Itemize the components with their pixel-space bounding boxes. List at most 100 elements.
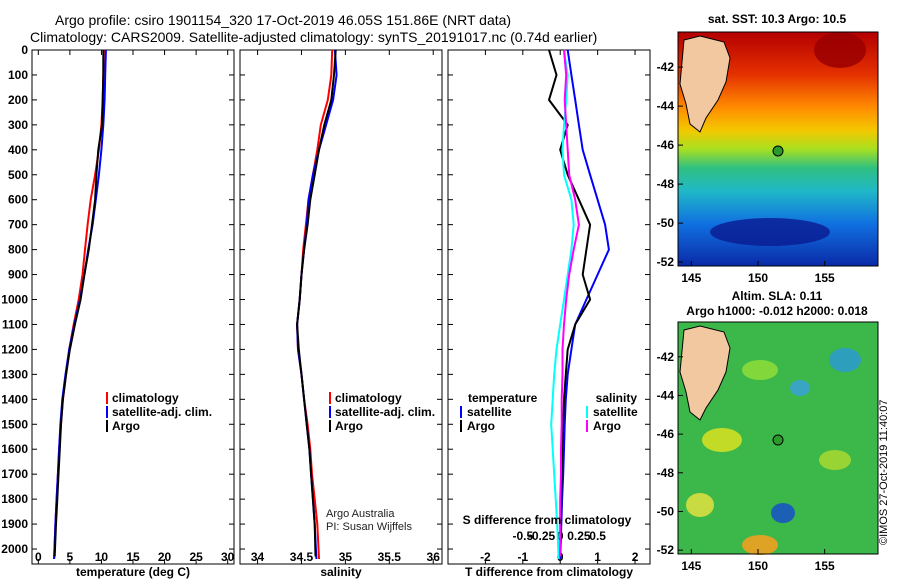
x-tick-label: -1	[517, 550, 528, 564]
depth-tick-label: 1000	[1, 293, 28, 307]
legend-title-salinity: salinity	[596, 391, 638, 405]
map-lat-label: -42	[657, 350, 675, 364]
sla-map-panel: Altim. SLA: 0.11 Argo h1000: -0.012 h200…	[677, 289, 879, 555]
tasmania-landmass	[679, 325, 731, 421]
map-lon-label: 155	[815, 559, 835, 573]
temperature-panel	[31, 49, 235, 565]
tasmania-landmass	[679, 35, 731, 133]
legend-title-temperature: temperature	[468, 391, 538, 405]
legend-label-sat: satellite-adj. clim.	[335, 405, 435, 419]
depth-tick-label: 1700	[1, 467, 28, 481]
x-tick-label: 35.5	[378, 550, 402, 564]
sla-patch	[742, 535, 778, 555]
profile-series	[53, 49, 610, 560]
imos-watermark: ©IMOS 27-Oct-2019 11:40:07	[878, 399, 890, 545]
sst-map-panel: sat. SST: 10.3 Argo: 10.5	[677, 12, 879, 267]
depth-axis-labels: 0 100 200 300 400 500 600 700 800 900 1000 1100 1200…	[1, 43, 28, 556]
series-line-argo	[296, 49, 337, 557]
legend-label-sat: satellite-adj. clim.	[112, 405, 212, 419]
depth-tick-label: 0	[21, 43, 28, 57]
legend-label-s-sat: satellite	[593, 405, 638, 419]
salinity-xlabel: salinity	[320, 565, 362, 579]
depth-tick-label: 900	[8, 268, 28, 282]
map-lon-label: 150	[748, 271, 768, 285]
credit-line-1: Argo Australia	[326, 508, 395, 520]
argo-float-marker	[772, 434, 784, 446]
x-tick-label: -2	[480, 550, 491, 564]
map-lon-label: 145	[681, 559, 701, 573]
legend-label-argo: Argo	[112, 419, 140, 433]
difference-legend: temperature satellite Argo salinity sate…	[460, 391, 638, 433]
depth-tick-label: 2000	[1, 542, 28, 556]
map-lon-label: 150	[748, 559, 768, 573]
sla-patch	[702, 428, 742, 452]
depth-tick-label: 1800	[1, 492, 28, 506]
depth-tick-label: 1300	[1, 367, 28, 381]
argo-float-marker	[772, 145, 784, 157]
map-lat-label: -46	[657, 427, 675, 441]
map-lat-label: -50	[657, 216, 675, 230]
s-diff-tick-label: 0.25	[567, 529, 591, 543]
series-line-argo	[53, 50, 105, 557]
depth-tick-label: 1900	[1, 517, 28, 531]
map-lat-label: -44	[657, 99, 675, 113]
salinity-panel	[239, 49, 443, 565]
depth-tick-label: 600	[8, 193, 28, 207]
x-tick-label: 1	[594, 550, 601, 564]
title-line-1: Argo profile: csiro 1901154_320 17-Oct-2…	[55, 12, 512, 28]
sst-warm-patch	[814, 32, 866, 68]
series-line-temperature-satellite	[559, 49, 610, 560]
x-tick-label: 10	[95, 550, 109, 564]
x-tick-label: 5	[67, 550, 74, 564]
difference-xlabel: T difference from climatology	[465, 565, 633, 579]
sst-cold-band	[710, 218, 830, 246]
depth-tick-label: 700	[8, 218, 28, 232]
legend-label-s-argo: Argo	[593, 419, 621, 433]
map-lat-label: -42	[657, 60, 675, 74]
sla-patch	[829, 348, 861, 372]
x-tick-label: 30	[221, 550, 235, 564]
series-line-salinity-argo	[559, 49, 580, 557]
depth-tick-label: 100	[8, 68, 28, 82]
depth-tick-label: 1100	[2, 317, 28, 331]
salinity-legend: climatology satellite-adj. clim. Argo	[329, 391, 435, 433]
x-tick-label: 34.5	[290, 550, 314, 564]
sla-patch	[686, 493, 714, 517]
s-diff-tick-label: -0.5	[512, 529, 533, 543]
temperature-legend: climatology satellite-adj. clim. Argo	[106, 391, 212, 433]
map-lat-label: -52	[657, 255, 675, 269]
map-lon-label: 155	[815, 271, 835, 285]
temperature-xlabel: temperature (deg C)	[76, 565, 190, 579]
series-line-salinity-satellite	[550, 49, 575, 560]
depth-tick-label: 1500	[1, 417, 28, 431]
depth-tick-label: 500	[8, 168, 28, 182]
sla-map-frame	[677, 321, 879, 555]
s-diff-tick-label: 0.5	[589, 529, 606, 543]
title-line-2: Climatology: CARS2009. Satellite-adjuste…	[30, 29, 598, 45]
sla-map-title-1: Altim. SLA: 0.11	[732, 289, 823, 303]
legend-label-argo: Argo	[335, 419, 363, 433]
map-lon-label: 145	[681, 271, 701, 285]
sla-patch	[742, 360, 778, 380]
s-diff-tick-label: -0.25	[528, 529, 556, 543]
depth-tick-label: 1600	[1, 442, 28, 456]
map-lat-label: -48	[657, 466, 675, 480]
map-lat-label: -50	[657, 504, 675, 518]
x-tick-label: 0	[35, 550, 42, 564]
legend-label-t-argo: Argo	[467, 419, 495, 433]
legend-label-t-sat: satellite	[467, 405, 512, 419]
x-tick-label: 35	[339, 550, 353, 564]
depth-tick-label: 300	[8, 118, 28, 132]
x-tick-label: 2	[632, 550, 639, 564]
x-tick-label: 36	[427, 550, 441, 564]
depth-tick-label: 800	[8, 243, 28, 257]
sst-map-title: sat. SST: 10.3 Argo: 10.5	[708, 12, 847, 26]
sst-map-frame	[677, 31, 879, 267]
depth-tick-label: 1200	[1, 342, 28, 356]
sla-map-title-2: Argo h1000: -0.012 h2000: 0.018	[686, 304, 868, 318]
legend-label-clim: climatology	[112, 391, 179, 405]
map-lat-label: -44	[657, 388, 675, 402]
sla-patch	[819, 450, 851, 470]
map-lat-label: -48	[657, 177, 675, 191]
